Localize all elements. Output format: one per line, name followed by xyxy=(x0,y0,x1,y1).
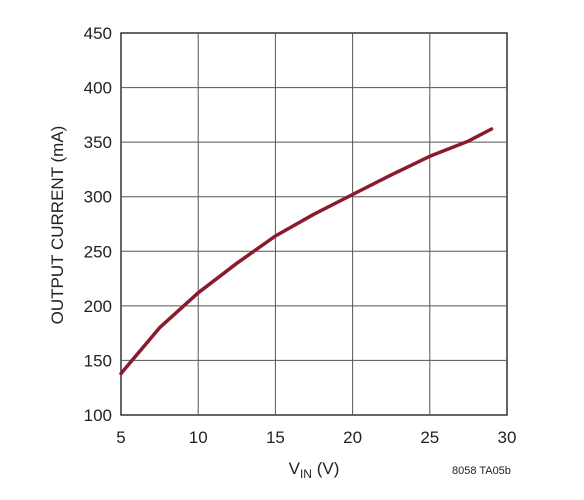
y-tick-label: 350 xyxy=(84,133,112,152)
x-tick-label: 5 xyxy=(116,428,125,447)
x-axis-title: VIN (V) xyxy=(289,459,340,481)
y-tick-label: 400 xyxy=(84,79,112,98)
x-tick-label: 30 xyxy=(498,428,517,447)
x-axis-title-sub: IN xyxy=(300,467,312,481)
y-tick-label: 200 xyxy=(84,297,112,316)
y-axis-title: OUTPUT CURRENT (mA) xyxy=(48,126,67,325)
x-tick-label: 15 xyxy=(266,428,285,447)
x-tick-labels: 5 10 15 20 25 30 xyxy=(116,428,516,447)
y-tick-label: 450 xyxy=(84,24,112,43)
plot-frame xyxy=(120,32,508,416)
x-tick-label: 25 xyxy=(420,428,439,447)
y-tick-labels: 100 150 200 250 300 350 400 450 xyxy=(84,24,112,425)
y-tick-label: 100 xyxy=(84,406,112,425)
grid xyxy=(120,32,508,416)
series-line xyxy=(119,127,494,376)
y-tick-label: 250 xyxy=(84,242,112,261)
y-tick-label: 300 xyxy=(84,188,112,207)
x-axis-title-main: V xyxy=(289,459,301,478)
figure-id: 8058 TA05b xyxy=(452,465,511,477)
x-tick-label: 20 xyxy=(343,428,362,447)
x-tick-label: 10 xyxy=(189,428,208,447)
series-group xyxy=(119,127,494,376)
y-tick-label: 150 xyxy=(84,351,112,370)
x-axis-title-unit: (V) xyxy=(312,459,339,478)
